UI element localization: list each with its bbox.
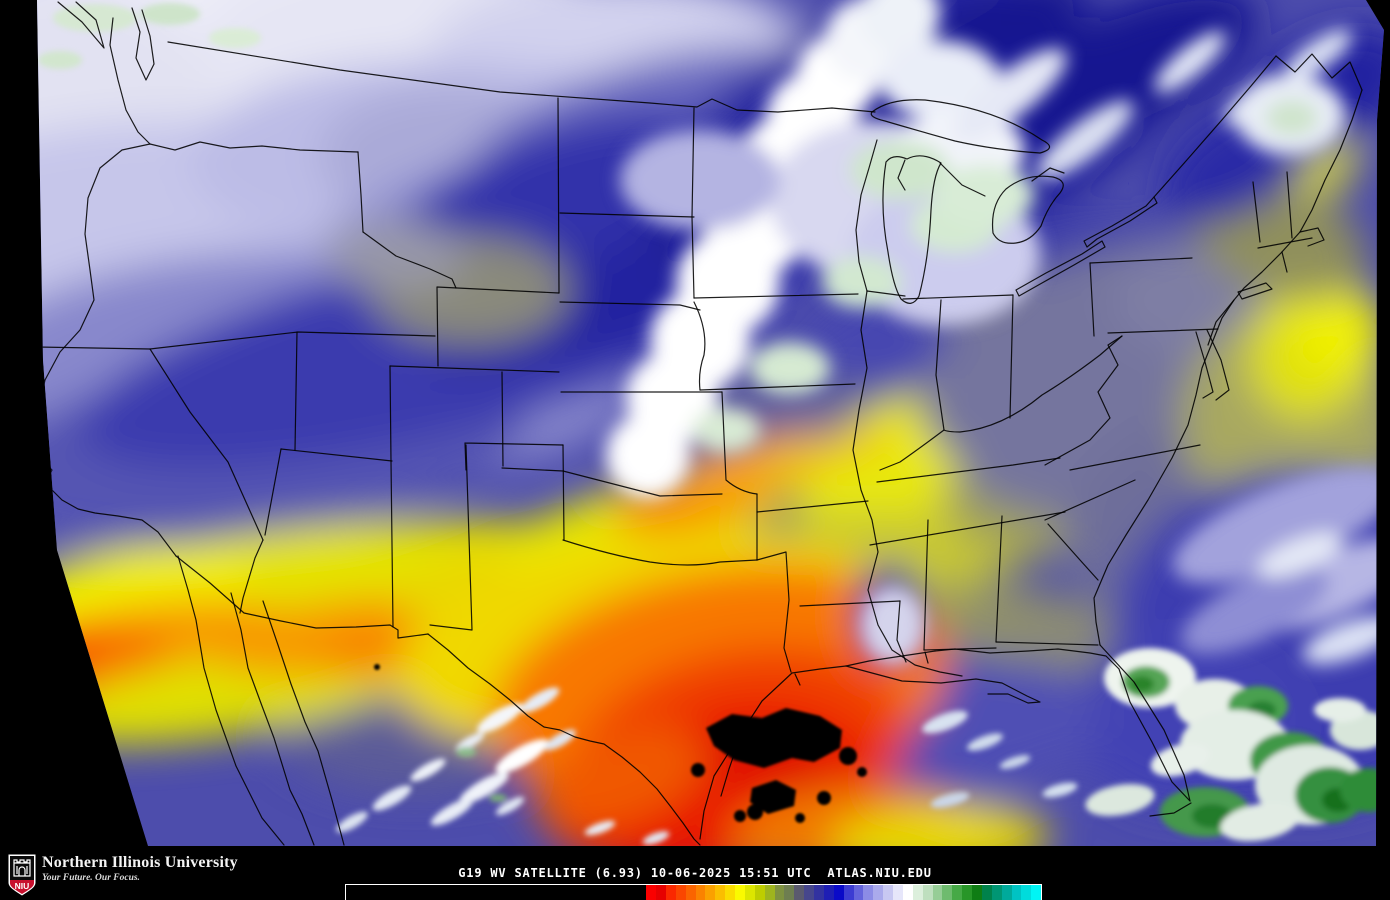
colorbar-step	[893, 885, 903, 900]
colorbar-step	[962, 885, 973, 900]
colorbar-step	[991, 885, 1002, 900]
university-tagline: Your Future. Our Focus.	[42, 873, 140, 883]
colorbar-step	[784, 885, 795, 900]
satellite-image	[37, 0, 1384, 846]
colorbar-step	[823, 885, 834, 900]
colorbar-step	[833, 885, 844, 900]
colorbar-step	[794, 885, 805, 900]
colorbar-step	[883, 885, 894, 900]
colorbar-black-segment	[346, 885, 647, 900]
colorbar-step	[942, 885, 953, 900]
colorbar-step	[754, 885, 765, 900]
colorbar	[345, 884, 1042, 900]
colorbar-step	[932, 885, 943, 900]
colorbar-step	[764, 885, 775, 900]
university-name: Northern Illinois University	[42, 854, 238, 871]
colorbar-step	[952, 885, 963, 900]
colorbar-step	[675, 885, 686, 900]
colorbar-step	[656, 885, 666, 900]
colorbar-step	[1011, 885, 1022, 900]
svg-text:NIU: NIU	[15, 881, 30, 891]
colorbar-step	[735, 885, 745, 900]
colorbar-step	[1001, 885, 1012, 900]
colorbar-step	[715, 885, 726, 900]
colorbar-step	[685, 885, 696, 900]
colorbar-step	[853, 885, 864, 900]
colorbar-step	[695, 885, 706, 900]
niu-shield-icon: NIU	[8, 854, 36, 896]
colorbar-step	[873, 885, 884, 900]
niu-logo: NIU Northern Illinois University Your Fu…	[8, 854, 238, 896]
colorbar-step	[774, 885, 785, 900]
colorbar-step	[902, 885, 913, 900]
colorbar-step	[744, 885, 755, 900]
colorbar-step	[804, 885, 815, 900]
colorbar-step	[646, 885, 657, 900]
colorbar-step	[912, 885, 923, 900]
colorbar-step	[725, 885, 736, 900]
colorbar-step	[922, 885, 933, 900]
image-caption: G19 WV SATELLITE (6.93) 10-06-2025 15:51…	[458, 866, 932, 880]
footer-bar: NIU Northern Illinois University Your Fu…	[0, 846, 1390, 900]
colorbar-step	[1031, 885, 1042, 900]
water-vapor-map	[37, 0, 1384, 846]
colorbar-step	[972, 885, 982, 900]
colorbar-step	[705, 885, 716, 900]
colorbar-step	[981, 885, 992, 900]
colorbar-step	[1021, 885, 1032, 900]
colorbar-step	[814, 885, 824, 900]
colorbar-step	[843, 885, 854, 900]
map-borders	[37, 1, 1363, 846]
colorbar-step	[863, 885, 874, 900]
colorbar-step	[665, 885, 676, 900]
